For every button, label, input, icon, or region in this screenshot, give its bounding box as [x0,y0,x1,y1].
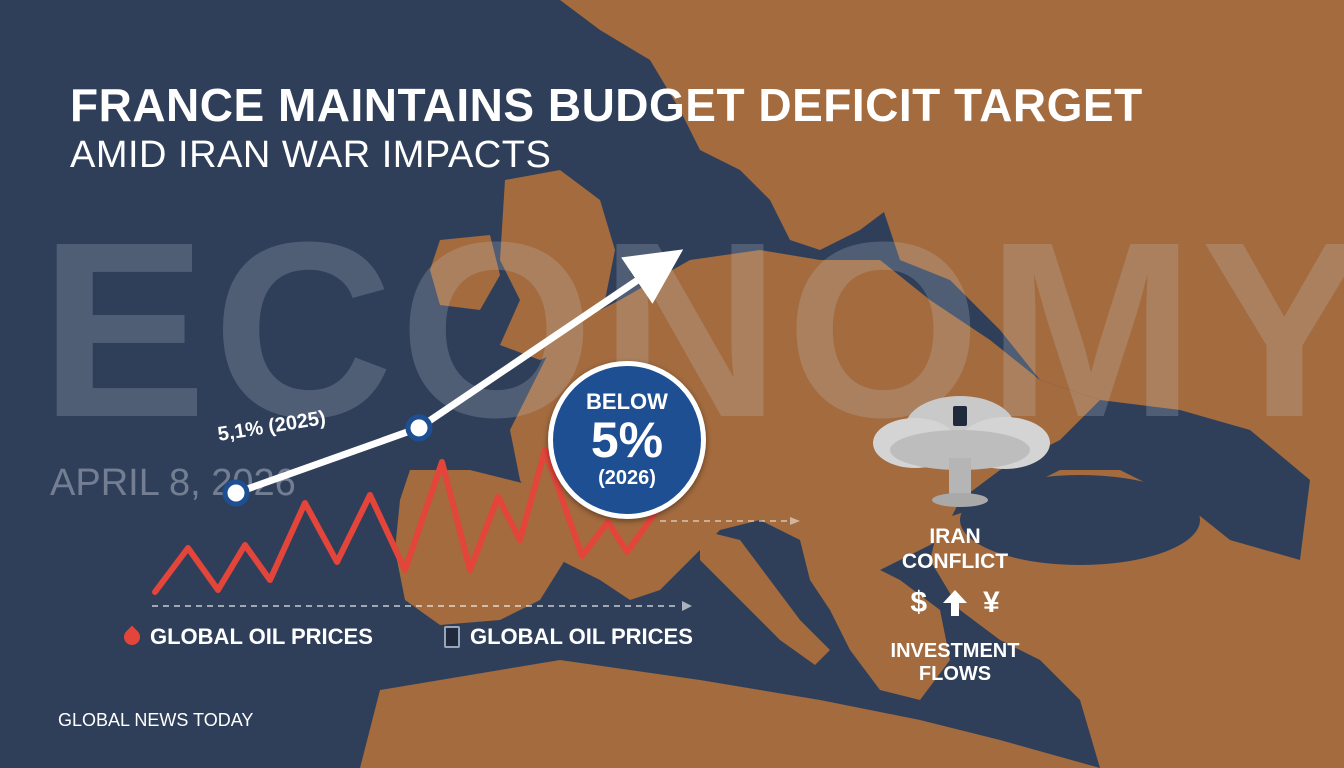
iran-conflict-line-2: CONFLICT [901,550,1009,574]
barrel-in-cloud-icon [953,406,967,426]
investment-flows-label: INVESTMENT FLOWS [870,640,1040,686]
badge-line-1: BELOW [586,388,668,414]
deficit-trend [222,249,684,507]
legend-label-1: GLOBAL OIL PRICES [150,624,373,649]
headline: FRANCE MAINTAINS BUDGET DEFICIT TARGET [70,79,1143,131]
land-balkans [800,540,950,700]
baseline-lower-arrow [682,601,692,611]
baseline-upper-arrow [790,517,800,525]
subheadline: AMID IRAN WAR IMPACTS [70,134,552,176]
oil-barrel-icon [444,626,460,648]
currency-icons: $ ¥ [890,586,1020,620]
legend-label-2: GLOBAL OIL PRICES [470,624,693,649]
dollar-icon: $ [910,586,927,619]
badge-line-2: 5% [590,411,664,468]
land-east [880,0,1344,768]
badge-line-3: (2026) [598,467,656,490]
target-badge: BELOW 5% (2026) [548,361,706,519]
iran-conflict-line-1: IRAN [929,525,981,548]
mushroom-cloud-icon [873,396,1050,507]
yen-icon: ¥ [983,586,1000,619]
iran-conflict-label: IRAN CONFLICT [880,524,1030,574]
deficit-point-1 [405,414,433,442]
oil-drop-icon [120,625,144,649]
legend-item-oil-barrel: GLOBAL OIL PRICES [444,624,693,650]
up-arrow-icon [943,590,967,616]
flows-line-1: INVESTMENT [890,640,1020,662]
deficit-point-0 [222,479,250,507]
footer-source: GLOBAL NEWS TODAY [58,710,254,730]
land-ireland [430,235,500,310]
legend-item-oil-drop: GLOBAL OIL PRICES [120,624,373,650]
oil-price-line [152,447,663,595]
black-sea [960,475,1200,565]
flows-line-2: FLOWS [918,663,992,685]
land-italy [700,530,830,665]
land-north-africa [360,660,1100,768]
